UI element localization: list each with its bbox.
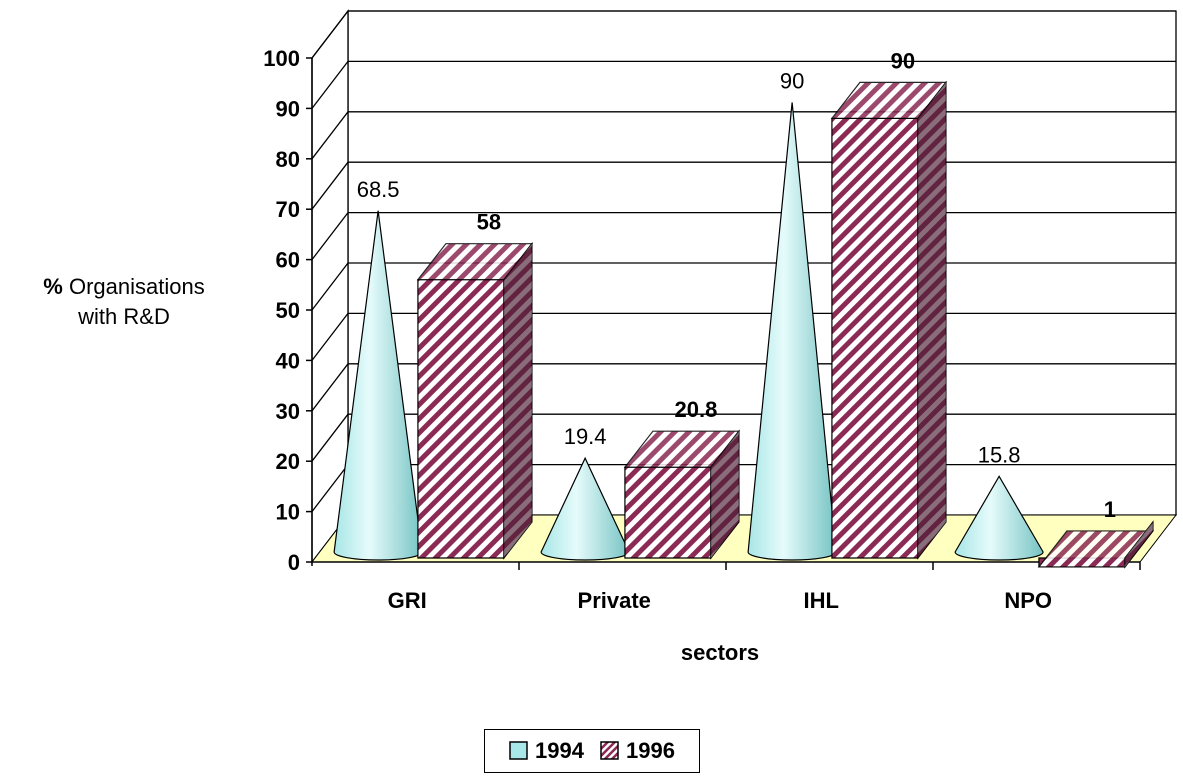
x-tick-label-private: Private xyxy=(578,588,651,613)
y-axis-title-line1: Organisations xyxy=(68,274,205,299)
y-tick-label: 0 xyxy=(288,550,300,575)
y-tick-label: 60 xyxy=(276,248,300,273)
x-tick-label-npo: NPO xyxy=(1004,588,1052,613)
box-side-stripes xyxy=(917,82,946,559)
x-axis-title: sectors xyxy=(680,640,760,665)
legend: 1994 1996 xyxy=(484,729,700,773)
box-side-stripes xyxy=(503,243,532,558)
y-tick-label: 40 xyxy=(276,348,300,373)
y-tick-label: 10 xyxy=(276,500,300,525)
box-side-stripes xyxy=(710,431,739,558)
y-tick-label: 50 xyxy=(276,298,300,323)
x-tick-label-ihl: IHL xyxy=(803,588,838,613)
box-1996-private xyxy=(623,429,741,560)
box-side-stripes xyxy=(1124,522,1153,567)
y-tick-label: 70 xyxy=(276,197,300,222)
box-1996-gri xyxy=(416,241,534,560)
y-tick-label: 20 xyxy=(276,449,300,474)
y-tick-label: 80 xyxy=(276,147,300,172)
data-label-1994-ihl: 90 xyxy=(780,68,804,93)
data-label-1994-npo: 15.8 xyxy=(978,442,1021,467)
gridline-side xyxy=(311,61,349,109)
gridline-side xyxy=(311,161,349,210)
y-axis-title-percent: % xyxy=(43,274,63,299)
box-1996-ihl xyxy=(830,80,948,560)
legend-swatch-1994 xyxy=(509,741,528,760)
y-tick-label: 100 xyxy=(263,46,300,71)
box-front xyxy=(417,279,505,559)
gridline-side xyxy=(311,111,349,160)
gridline-side xyxy=(311,464,349,512)
y-axis-title: % Organisations with R&D xyxy=(0,272,248,332)
gridline-side xyxy=(311,363,349,412)
axes: 0 10 20 30 40 50 60 70 80 90 100 xyxy=(263,46,1141,575)
gridline-side xyxy=(311,413,349,462)
gridline-side xyxy=(311,212,349,260)
data-label-1996-npo: 1 xyxy=(1104,497,1116,522)
x-tick-label-gri: GRI xyxy=(388,588,427,613)
box-front xyxy=(624,466,712,559)
gridline-side xyxy=(311,10,349,59)
data-label-1996-private: 20.8 xyxy=(675,397,718,422)
chart-text: GRI Private IHL NPO 68.5 58 19.4 20.8 90 90 15.8 1 xyxy=(357,48,1116,613)
data-label-1996-gri: 58 xyxy=(477,210,501,235)
y-tick-label: 90 xyxy=(276,96,300,121)
y-tick-label: 30 xyxy=(276,399,300,424)
gridline-side xyxy=(311,262,349,311)
cone-1994-npo xyxy=(954,475,1044,561)
data-label-1994-private: 19.4 xyxy=(564,424,607,449)
cone-body xyxy=(954,475,1044,561)
legend-item-1994: 1994 xyxy=(509,738,584,764)
y-axis-title-line2: with R&D xyxy=(78,304,170,329)
legend-swatch-1996 xyxy=(600,741,619,760)
chart-marks xyxy=(333,80,1155,569)
data-label-1996-ihl: 90 xyxy=(891,48,915,73)
legend-label-1994: 1994 xyxy=(535,738,584,763)
box-1996-npo xyxy=(1037,520,1155,569)
box-front xyxy=(831,117,919,559)
legend-label-1996: 1996 xyxy=(626,738,675,763)
legend-item-1996: 1996 xyxy=(600,738,675,764)
data-label-1994-gri: 68.5 xyxy=(357,177,400,202)
gridline-side xyxy=(311,313,349,361)
